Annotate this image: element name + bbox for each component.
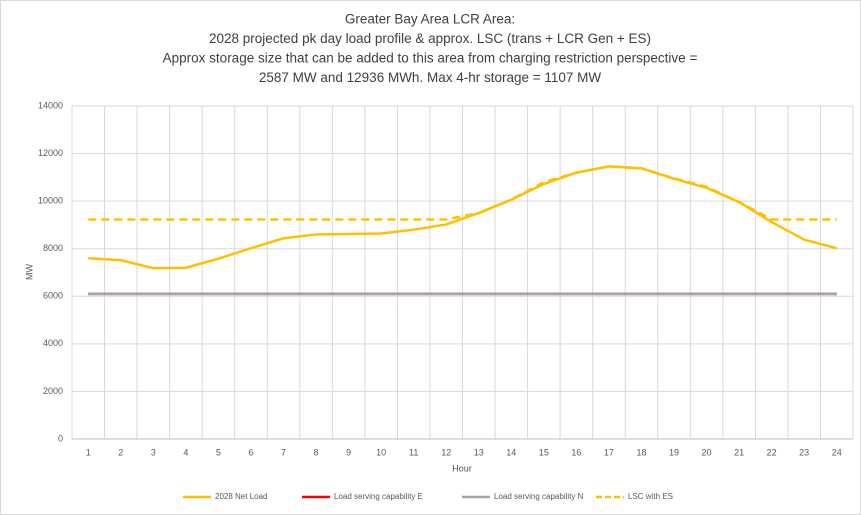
chart-title: 2028 projected pk day load profile & app… xyxy=(209,31,651,46)
x-tick-label: 9 xyxy=(346,447,351,457)
chart-title: 2587 MW and 12936 MWh. Max 4-hr storage … xyxy=(259,70,602,85)
series-line xyxy=(88,165,837,221)
x-tick-label: 2 xyxy=(118,447,123,457)
y-tick-label: 10000 xyxy=(38,196,63,206)
chart-title: Approx storage size that can be added to… xyxy=(163,51,698,66)
y-tick-label: 14000 xyxy=(38,100,63,110)
x-tick-label: 23 xyxy=(799,447,809,457)
y-tick-label: 2000 xyxy=(43,386,63,396)
legend-label: LSC with ES xyxy=(628,492,673,501)
x-tick-label: 24 xyxy=(832,447,842,457)
x-tick-label: 1 xyxy=(86,447,91,457)
x-tick-label: 3 xyxy=(151,447,156,457)
x-tick-label: 14 xyxy=(506,447,516,457)
x-tick-label: 4 xyxy=(183,447,188,457)
x-tick-label: 11 xyxy=(409,447,418,457)
x-tick-label: 16 xyxy=(571,447,581,457)
y-tick-label: 12000 xyxy=(38,148,63,158)
x-tick-label: 7 xyxy=(281,447,286,457)
y-tick-label: 8000 xyxy=(43,243,63,253)
x-tick-label: 8 xyxy=(314,447,319,457)
x-tick-label: 12 xyxy=(441,447,451,457)
x-tick-label: 17 xyxy=(604,447,614,457)
x-tick-label: 6 xyxy=(248,447,253,457)
legend-label: Load serving capability E xyxy=(334,492,423,501)
x-tick-label: 21 xyxy=(734,447,744,457)
y-tick-label: 0 xyxy=(58,433,63,443)
y-axis-label: MW xyxy=(24,264,34,280)
x-tick-label: 15 xyxy=(539,447,549,457)
x-tick-label: 5 xyxy=(216,447,221,457)
legend-label: Load serving capability N xyxy=(494,492,584,501)
x-axis-label: Hour xyxy=(452,463,472,473)
x-tick-label: 18 xyxy=(636,447,646,457)
x-tick-label: 10 xyxy=(376,447,386,457)
y-tick-label: 4000 xyxy=(43,338,63,348)
x-tick-label: 19 xyxy=(669,447,679,457)
legend-label: 2028 Net Load xyxy=(215,492,268,501)
chart-title: Greater Bay Area LCR Area: xyxy=(345,12,515,27)
y-tick-label: 6000 xyxy=(43,291,63,301)
x-tick-label: 13 xyxy=(474,447,484,457)
series-line xyxy=(88,165,838,270)
x-tick-label: 20 xyxy=(702,447,712,457)
x-tick-label: 22 xyxy=(767,447,777,457)
